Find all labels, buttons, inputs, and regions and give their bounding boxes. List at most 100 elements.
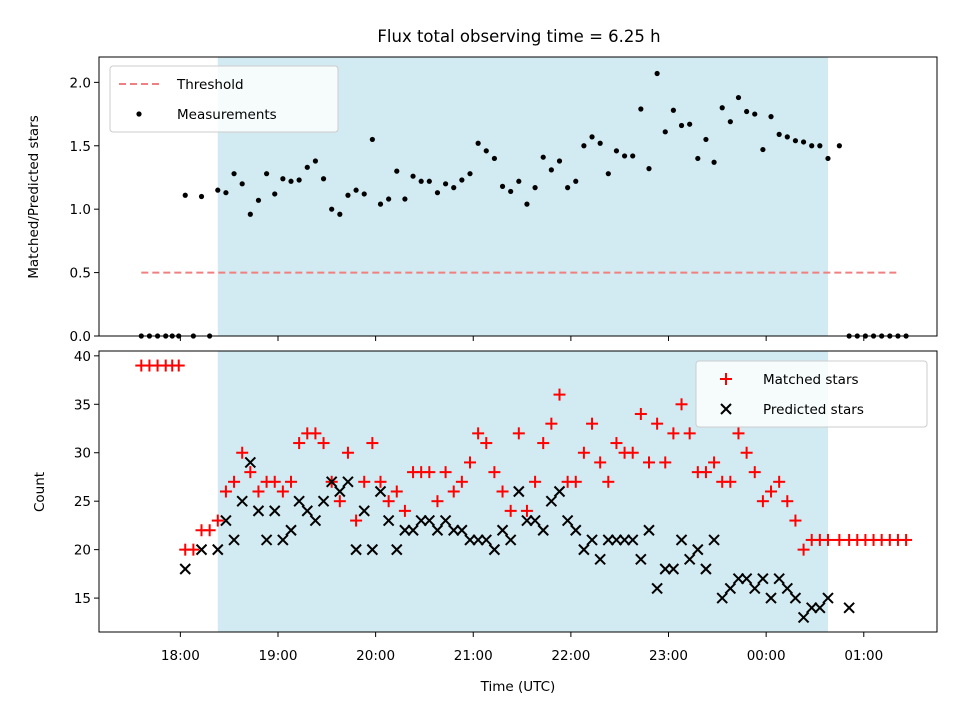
predicted-star-marker [504,534,517,546]
x-tick-label: 18:00 [161,648,200,664]
measurement-point [524,201,530,207]
top-legend-box [109,65,339,133]
matched-star-marker [293,437,306,450]
predicted-marker-b [285,524,297,536]
predicted-star-marker [675,534,688,546]
predicted-star-marker [659,563,671,575]
predicted-star-marker [822,592,834,604]
matched-star-marker [423,466,436,479]
predicted-marker-b [594,553,606,566]
measurement-point [540,154,546,160]
matched-star-marker [228,475,241,488]
measurement-point [483,148,489,154]
measurement-point [386,196,392,202]
top-y-tick-label: 1.5 [70,139,91,155]
predicted-star-markers [179,456,855,624]
x-axis-label: Time (UTC) [480,679,556,695]
predicted-star-marker [740,572,753,585]
measurement-point [296,177,302,183]
measurement-point [304,164,310,170]
predicted-marker-b [521,514,533,527]
measurement-point [744,108,750,115]
measurement-point [239,181,245,187]
measurement-point [532,185,538,191]
predicted-star-marker [464,534,476,546]
matched-star-marker [374,475,387,488]
predicted-star-marker [496,524,509,536]
predicted-star-marker [317,495,330,507]
measurement-point [377,201,384,207]
legend-measurements-swatch [136,111,142,117]
matched-star-marker [219,485,232,498]
measurement-point [272,191,278,197]
matched-star-marker [382,495,395,508]
predicted-star-marker [220,514,232,527]
matched-star-marker [390,485,403,498]
predicted-marker-b [488,543,501,556]
predicted-marker-b [724,582,737,595]
predicted-star-marker [594,553,606,566]
predicted-star-marker [773,572,785,585]
predicted-marker-b [260,534,273,546]
predicted-star-marker [407,524,419,536]
predicted-star-marker [431,524,444,536]
measurement-point [434,190,441,196]
measurement-point [605,171,611,177]
matched-star-marker [463,456,476,469]
matched-star-marker [594,456,607,469]
measurement-point [410,173,416,179]
measurement-point [792,138,799,144]
matched-star-marker [252,485,265,498]
predicted-marker-b [732,572,745,585]
measurement-point [836,143,842,149]
measurement-point [695,155,701,162]
predicted-marker-b [366,543,379,556]
predicted-marker-b [391,543,403,556]
measurement-point [687,121,693,127]
matched-star-marker [268,475,281,488]
predicted-star-marker [399,524,411,536]
predicted-marker-b [659,563,671,575]
matched-star-markers [135,359,913,556]
predicted-marker-b [789,592,802,604]
predicted-star-marker [277,534,289,546]
predicted-star-marker [635,553,647,566]
matched-star-marker [172,359,185,372]
predicted-marker-b [293,495,305,507]
measurement-point [752,111,758,117]
predicted-marker-b [773,572,785,585]
predicted-marker-b [423,514,436,527]
predicted-marker-b [757,572,769,585]
top-axes-frame [98,56,938,337]
predicted-star-marker [618,534,631,546]
predicted-star-marker [342,476,354,488]
predicted-star-marker [610,534,623,546]
measurement-point [508,188,514,195]
measurement-point [345,192,351,198]
matched-star-marker [366,437,379,450]
measurement-point [320,176,327,182]
measurement-point [264,171,270,177]
predicted-star-marker [391,543,403,556]
predicted-star-marker [252,505,265,517]
predicted-marker-b [480,534,492,546]
matched-star-marker [797,543,810,556]
x-tick-label: 01:00 [844,648,883,664]
measurement-point [198,193,205,200]
measurement-point [703,136,709,143]
matched-star-marker [285,475,298,488]
measurement-point [719,105,725,111]
predicted-star-marker [545,495,558,507]
top-y-tick-label: 0.0 [70,329,91,345]
bottom-y-tick-label: 25 [74,494,91,510]
measurement-point [711,159,717,165]
predicted-star-marker [732,572,745,585]
measurement-point [329,206,335,212]
matched-star-marker [529,475,542,488]
bottom-panel: 15 20 25 30 35 40 18:00 19:00 20:00 21:00 22:00 23… [32,349,938,695]
matched-star-marker [545,417,558,430]
measurement-point [418,178,424,184]
predicted-marker-b [220,514,232,527]
measurement-point [280,176,286,182]
predicted-star-marker [472,534,484,546]
